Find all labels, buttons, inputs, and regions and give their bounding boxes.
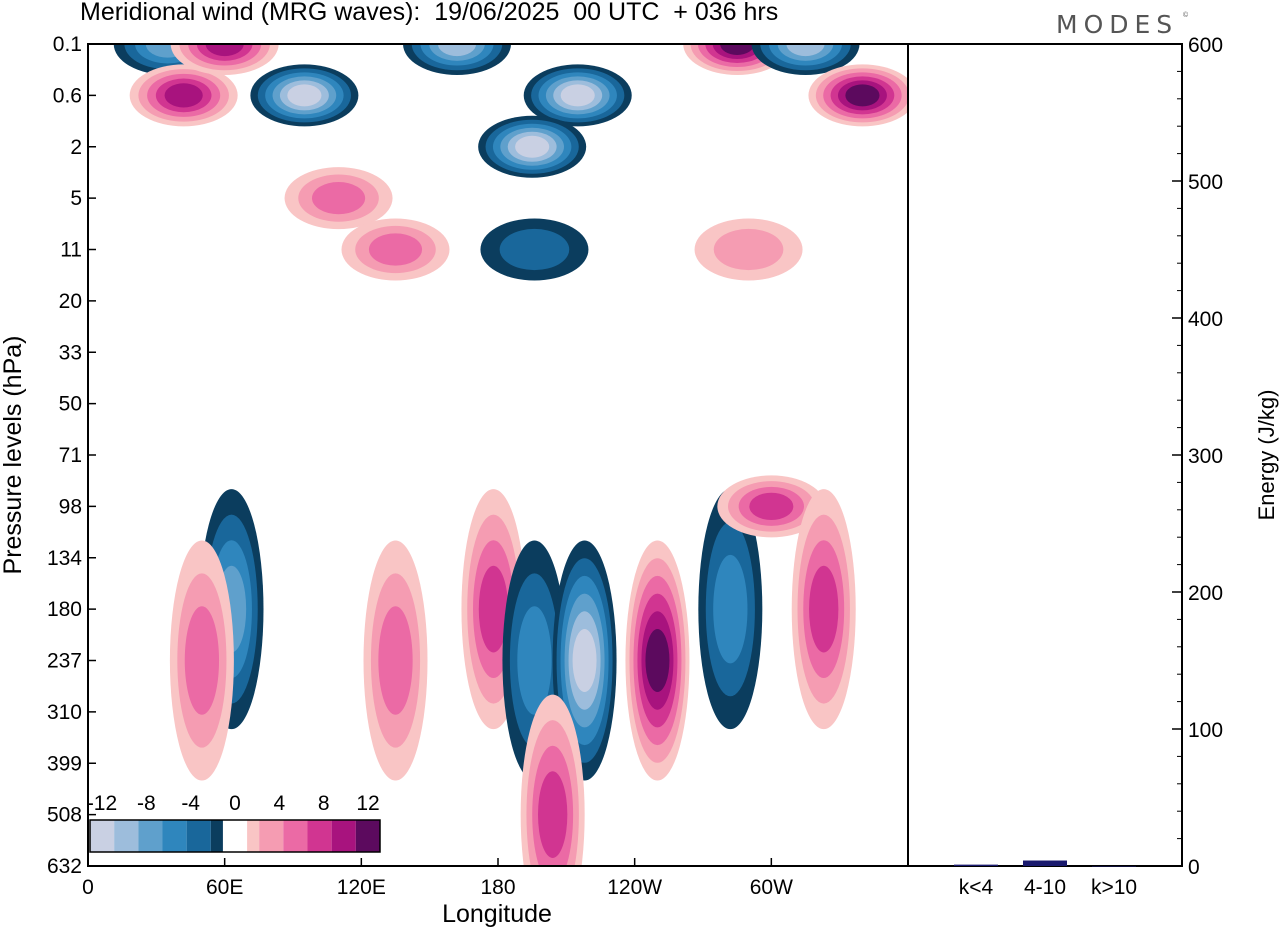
- y-tick-label: 237: [47, 650, 82, 673]
- neg-cell: [698, 489, 763, 730]
- colorbar-label: -8: [137, 792, 156, 815]
- colorbar-label: 12: [356, 792, 379, 815]
- colorbar-label: 8: [318, 792, 330, 815]
- pos-cell: [284, 167, 393, 230]
- y-tick-label: 0.6: [53, 84, 82, 107]
- y-tick-label: 0.1: [53, 33, 82, 56]
- energy-bar: [1092, 866, 1136, 867]
- x-tick-label: 120E: [337, 876, 386, 899]
- y-tick-label: 508: [47, 804, 82, 827]
- x-tick-label: 180: [480, 876, 515, 899]
- energy-tick-label: 200: [1188, 582, 1223, 605]
- energy-tick-label: 100: [1188, 719, 1223, 742]
- pos-cell: [694, 218, 803, 281]
- colorbar-label: 4: [273, 792, 285, 815]
- y-axis-label: Pressure levels (hPa): [0, 336, 27, 575]
- neg-cell: [403, 44, 511, 75]
- neg-cell: [523, 64, 632, 127]
- neg-cell: [552, 540, 617, 781]
- energy-bar: [1023, 860, 1067, 866]
- x-tick-label: 60W: [750, 876, 793, 899]
- x-axis-label: Longitude: [442, 900, 552, 928]
- y-tick-label: 71: [59, 444, 82, 467]
- y-tick-label: 5: [70, 187, 82, 210]
- colorbar-label: -12: [87, 792, 117, 815]
- brand-logo: MODES: [1056, 10, 1179, 39]
- colorbar-label: -4: [181, 792, 200, 815]
- colorbar: -12 -8 -4 0 4 8 12: [87, 792, 381, 853]
- energy-tick-label: 400: [1188, 308, 1223, 331]
- pos-cell: [717, 475, 826, 538]
- y-tick-label: 11: [60, 239, 82, 262]
- x-tick-label: 60E: [206, 876, 243, 899]
- x-tick-label: 0: [82, 876, 94, 899]
- pos-cell: [808, 64, 908, 127]
- colorbar-swatch: [355, 820, 380, 852]
- y-tick-label: 134: [47, 547, 82, 570]
- energy-tick-label: 0: [1188, 856, 1200, 879]
- y-tick-label: 50: [59, 393, 82, 416]
- pos-cell: [341, 218, 450, 281]
- pos-cell: [363, 540, 428, 781]
- neg-cell: [250, 64, 359, 127]
- heatmap-plot: 0.1 0.6 2 5 11 20 33 50 71 98 134 180 237 310 399 508 63…: [47, 33, 909, 899]
- pos-cell: [129, 64, 238, 127]
- energy-axis-label: Energy (J/kg): [1254, 390, 1279, 521]
- energy-tick-label: 300: [1188, 445, 1223, 468]
- neg-cell: [480, 218, 589, 281]
- bar-category-label: k<4: [959, 876, 994, 899]
- colorbar-swatch: [162, 820, 187, 852]
- colorbar-swatch: [90, 820, 115, 852]
- y-tick-label: 180: [47, 598, 82, 621]
- y-tick-label: 632: [47, 855, 82, 878]
- x-tick-label: 120W: [607, 876, 662, 899]
- neg-cell: [751, 44, 860, 75]
- colorbar-swatch: [138, 820, 163, 852]
- energy-bar: [954, 864, 998, 866]
- chart-title: Meridional wind (MRG waves): 19/06/2025 …: [80, 0, 779, 26]
- pos-cell: [170, 44, 279, 75]
- pos-cell: [520, 694, 585, 866]
- colorbar-swatch: [259, 820, 284, 852]
- bar-category-label: 4-10: [1024, 876, 1066, 899]
- colorbar-swatch: [283, 820, 308, 852]
- pos-cell: [625, 540, 690, 781]
- pos-cell: [169, 540, 234, 781]
- colorbar-swatch: [307, 820, 332, 852]
- registered-mark-icon: ©: [1183, 12, 1189, 19]
- y-tick-label: 98: [59, 495, 82, 518]
- bar-category-label: k>10: [1091, 876, 1137, 899]
- y-tick-label: 399: [47, 752, 82, 775]
- y-tick-label: 2: [70, 136, 82, 159]
- pos-cell: [791, 489, 856, 730]
- colorbar-label: 0: [229, 792, 241, 815]
- colorbar-swatch: [186, 820, 211, 852]
- colorbar-swatch: [114, 820, 139, 852]
- neg-cell: [478, 115, 587, 178]
- y-tick-label: 33: [59, 341, 82, 364]
- colorbar-swatch: [331, 820, 356, 852]
- energy-bar-panel: 0 100 200 300 400 500 600 k<4 4-10 k>10: [907, 34, 1223, 899]
- energy-tick-label: 600: [1188, 34, 1223, 57]
- y-tick-label: 310: [47, 701, 82, 724]
- y-tick-label: 20: [59, 290, 82, 313]
- energy-tick-label: 500: [1188, 171, 1223, 194]
